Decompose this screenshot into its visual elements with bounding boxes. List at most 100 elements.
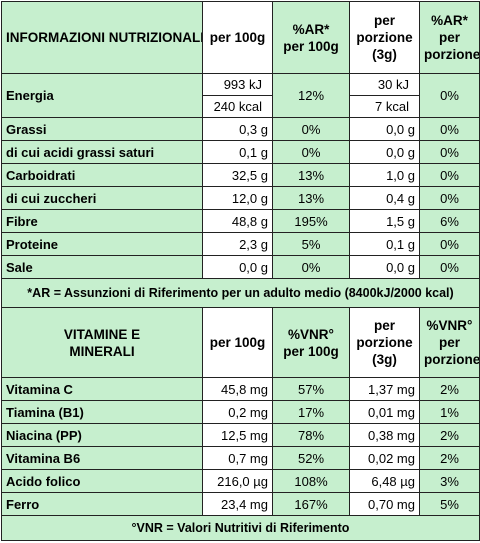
row-vnrporz: 2%: [419, 423, 480, 447]
table2-header-vnr100: %VNR° per 100g: [272, 307, 350, 378]
table2-note-row: °VNR = Valori Nutritivi di Riferimento: [1, 515, 480, 541]
table-row: Carboidrati 32,5 g 13% 1,0 g 0%: [1, 163, 480, 187]
row-per100: 45,8 mg: [202, 377, 273, 401]
row-name: Acido folico: [1, 469, 203, 493]
table-row: Niacina (PP) 12,5 mg 78% 0,38 mg 2%: [1, 423, 480, 447]
header-label: INFORMAZIONI NUTRIZIONALI: [6, 30, 203, 45]
row-per100: 0,3 g: [202, 117, 273, 141]
energia-per100: 993 kJ 240 kcal: [202, 73, 273, 118]
row-name: Vitamina C: [1, 377, 203, 401]
table2-header-porzione: per porzione (3g): [349, 307, 420, 378]
row-per100: 12,5 mg: [202, 423, 273, 447]
row-name: Proteine: [1, 232, 203, 256]
row-per100: 32,5 g: [202, 163, 273, 187]
header-label: per 100g: [209, 335, 266, 350]
row-vnr100: 52%: [272, 446, 350, 470]
table1-header-arporz: %AR* per porzione: [419, 1, 480, 74]
row-porz: 0,0 g: [349, 140, 420, 164]
row-arporz: 0%: [419, 117, 480, 141]
table-row: Proteine 2,3 g 5% 0,1 g 0%: [1, 232, 480, 256]
row-porz: 0,02 mg: [349, 446, 420, 470]
table1-header-per100: per 100g: [202, 1, 273, 74]
row-vnrporz: 1%: [419, 400, 480, 424]
row-porz: 0,0 g: [349, 117, 420, 141]
row-porz: 1,37 mg: [349, 377, 420, 401]
table-row: Sale 0,0 g 0% 0,0 g 0%: [1, 255, 480, 279]
row-name: Carboidrati: [1, 163, 203, 187]
row-vnr100: 17%: [272, 400, 350, 424]
header-label: VITAMINE E MINERALI: [63, 326, 141, 359]
row-per100: 2,3 g: [202, 232, 273, 256]
row-arporz: 0%: [419, 163, 480, 187]
row-vnr100: 108%: [272, 469, 350, 493]
table2-header-per100: per 100g: [202, 307, 273, 378]
row-porz: 0,70 mg: [349, 492, 420, 516]
table2-header-vnrporz: %VNR° per porzione: [419, 307, 480, 378]
row-ar100: 13%: [272, 186, 350, 210]
row-ar100: 13%: [272, 163, 350, 187]
table-row: Fibre 48,8 g 195% 1,5 g 6%: [1, 209, 480, 233]
row-vnr100: 167%: [272, 492, 350, 516]
row-arporz: 0%: [419, 186, 480, 210]
row-vnrporz: 2%: [419, 446, 480, 470]
header-label: per: [438, 30, 460, 45]
row-name: Grassi: [1, 117, 203, 141]
row-porz: 6,48 µg: [349, 469, 420, 493]
energia-kcal: 240 kcal: [213, 99, 262, 114]
row-arporz: 0%: [419, 232, 480, 256]
row-per100: 0,7 mg: [202, 446, 273, 470]
header-label: porzione: [356, 335, 413, 350]
row-ar100: 0%: [272, 117, 350, 141]
energia-arporz: 0%: [419, 73, 480, 118]
header-label: %VNR°: [426, 318, 473, 333]
row-per100: 0,2 mg: [202, 400, 273, 424]
header-label: porzione: [356, 30, 413, 45]
table2-header-row: VITAMINE E MINERALI per 100g %VNR° per 1…: [1, 307, 480, 378]
row-vnrporz: 3%: [419, 469, 480, 493]
row-name: Tiamina (B1): [1, 400, 203, 424]
row-name: Niacina (PP): [1, 423, 203, 447]
table-row: di cui acidi grassi saturi 0,1 g 0% 0,0 …: [1, 140, 480, 164]
header-label: per 100g: [283, 343, 339, 359]
row-porz: 1,0 g: [349, 163, 420, 187]
row-per100: 12,0 g: [202, 186, 273, 210]
energia-kj: 993 kJ: [203, 75, 272, 96]
row-ar100: 0%: [272, 255, 350, 279]
row-name: Sale: [1, 255, 203, 279]
table-row: Vitamina C 45,8 mg 57% 1,37 mg 2%: [1, 377, 480, 401]
row-arporz: 6%: [419, 209, 480, 233]
table1-note-row: *AR = Assunzioni di Riferimento per un a…: [1, 278, 480, 308]
table-row: Vitamina B6 0,7 mg 52% 0,02 mg 2%: [1, 446, 480, 470]
header-label: (3g): [372, 47, 397, 62]
row-vnr100: 78%: [272, 423, 350, 447]
row-name: Energia: [1, 73, 203, 118]
table-row: Acido folico 216,0 µg 108% 6,48 µg 3%: [1, 469, 480, 493]
row-name: Ferro: [1, 492, 203, 516]
header-label: per 100g: [283, 38, 339, 54]
table1-header-name: INFORMAZIONI NUTRIZIONALI: [1, 1, 203, 74]
row-porz: 1,5 g: [349, 209, 420, 233]
row-vnrporz: 2%: [419, 377, 480, 401]
header-label: porzione: [424, 47, 480, 62]
row-per100: 216,0 µg: [202, 469, 273, 493]
energia-porz: 30 kJ 7 kcal: [349, 73, 420, 118]
row-per100: 0,1 g: [202, 140, 273, 164]
energia-porz-kcal: 7 kcal: [375, 99, 409, 114]
vnr-footnote: °VNR = Valori Nutritivi di Riferimento: [1, 515, 480, 541]
row-porz: 0,4 g: [349, 186, 420, 210]
header-label: porzione: [424, 352, 480, 367]
row-per100: 0,0 g: [202, 255, 273, 279]
table-row: Grassi 0,3 g 0% 0,0 g 0%: [1, 117, 480, 141]
energia-ar100: 12%: [272, 73, 350, 118]
row-name: di cui acidi grassi saturi: [1, 140, 203, 164]
row-arporz: 0%: [419, 140, 480, 164]
header-label: %VNR°: [288, 326, 334, 342]
table1-row-energia: Energia 993 kJ 240 kcal 12% 30 kJ 7 kcal…: [1, 73, 480, 118]
row-name: Fibre: [1, 209, 203, 233]
row-vnr100: 57%: [272, 377, 350, 401]
header-label: per 100g: [209, 30, 266, 45]
row-ar100: 0%: [272, 140, 350, 164]
row-per100: 48,8 g: [202, 209, 273, 233]
